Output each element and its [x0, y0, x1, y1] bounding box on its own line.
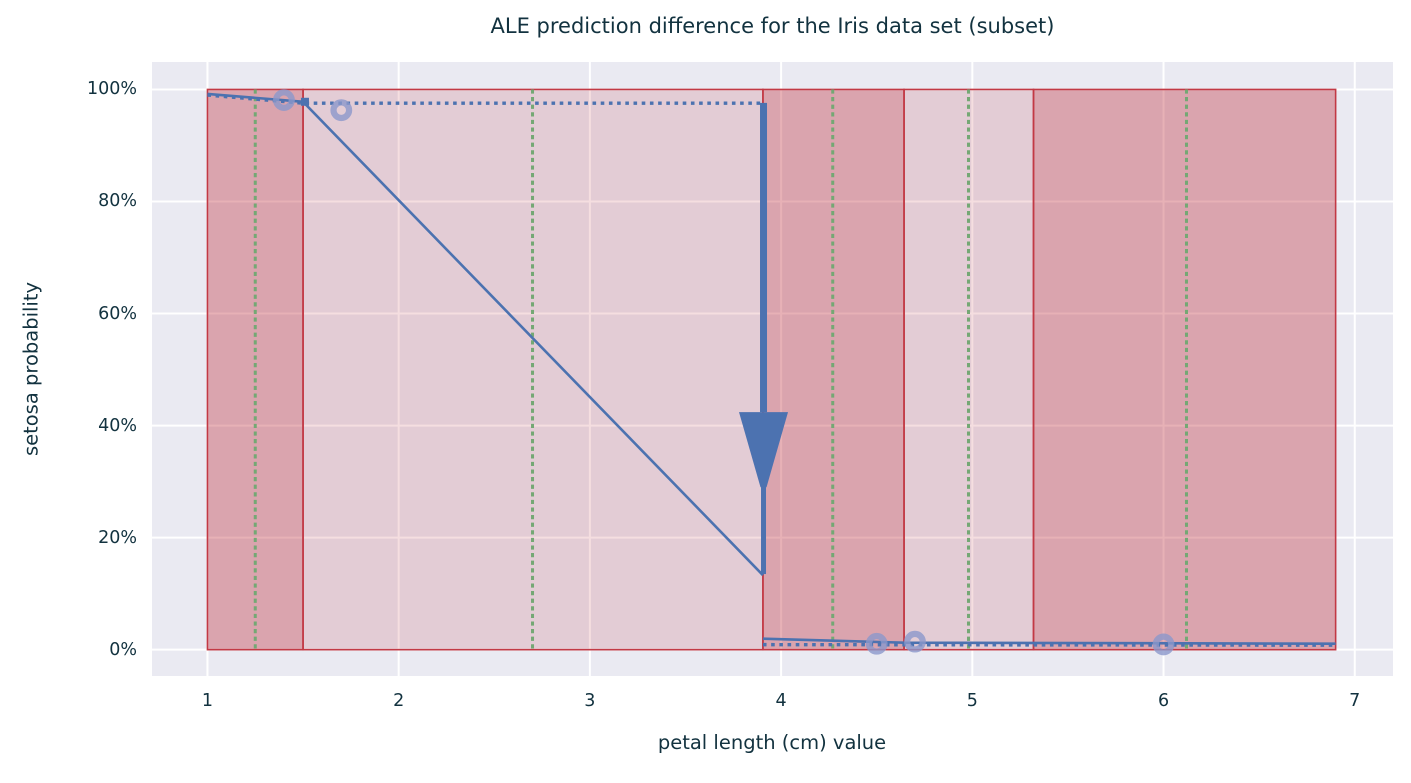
x-tick-label: 2	[393, 691, 405, 711]
instance-marker	[1152, 633, 1175, 656]
y-tick-label: 0%	[109, 639, 137, 660]
x-tick-label: 4	[775, 691, 787, 711]
instance-prediction-dotted	[207, 93, 763, 105]
y-tick-label: 60%	[98, 303, 137, 324]
instance-marker	[330, 99, 353, 122]
instance-prediction-dotted	[762, 642, 1336, 647]
ale-curve	[762, 637, 1336, 645]
x-tick-label: 3	[584, 691, 596, 711]
plot-background	[152, 62, 1393, 676]
y-tick-label: 20%	[98, 527, 137, 548]
plot-area	[152, 62, 1393, 676]
x-axis-label: petal length (cm) value	[657, 731, 887, 754]
x-tick-label: 1	[201, 691, 214, 711]
y-tick-label: 80%	[98, 191, 137, 212]
instance-marker	[273, 89, 295, 111]
curve-corner-marker	[300, 97, 309, 106]
x-tick-label: 6	[1157, 691, 1170, 711]
y-tick-label: 40%	[98, 415, 137, 436]
chart-title: ALE prediction difference for the Iris d…	[490, 14, 1055, 38]
drop-arrow-stem	[761, 485, 767, 575]
x-tick-label: 5	[966, 691, 978, 711]
instance-marker	[904, 630, 926, 653]
x-tick-label: 7	[1349, 691, 1361, 711]
drop-arrow-head	[739, 412, 789, 488]
drop-arrow-shaft	[760, 102, 768, 413]
ale-band-dark	[1032, 88, 1337, 651]
instance-marker	[865, 632, 888, 655]
y-tick-label: 100%	[86, 79, 137, 100]
